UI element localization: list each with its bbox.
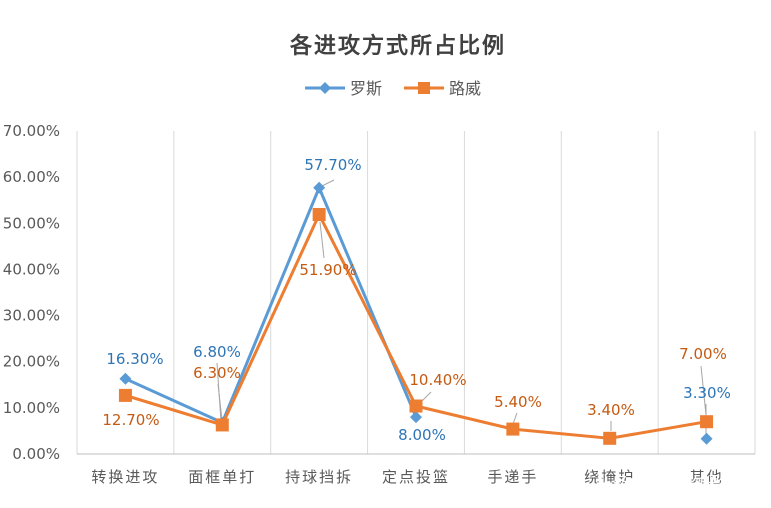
label-leader-line [217,383,223,421]
y-tick-label: 30.00% [3,307,60,325]
data-label-luwei: 6.30% [193,364,241,382]
x-tick-label: 手递手 [487,468,538,486]
data-label-luwei: 3.40% [587,401,635,419]
label-leader-lines [216,179,707,434]
y-tick-label: 10.00% [3,399,60,417]
data-point-luwei [215,418,229,432]
data-point-rose [410,411,422,424]
data-point-rose [119,372,132,385]
x-tick-label: 绕掩护 [584,468,635,486]
data-point-rose [700,432,713,445]
label-leader-line [321,179,335,187]
data-label-luwei: 5.40% [494,393,542,411]
data-point-luwei [603,431,617,445]
y-tick-label: 0.00% [12,445,60,463]
x-tick-label: 定点投篮 [382,468,450,486]
data-point-luwei [312,208,326,222]
data-point-luwei [118,388,132,402]
data-label-luwei: 7.00% [679,345,727,363]
y-tick-label: 60.00% [3,168,60,186]
y-tick-label: 40.00% [3,260,60,278]
data-label-rose: 57.70% [304,156,361,174]
x-tick-label: 持球挡拆 [285,468,353,486]
data-label-rose: 16.30% [106,350,163,368]
legend-item-rose: 罗斯 [305,79,382,98]
data-point-luwei [700,415,714,429]
label-leader-line [319,221,325,259]
legend-label-rose: 罗斯 [350,79,382,98]
data-point-luwei [409,399,423,413]
y-tick-label: 50.00% [3,214,60,232]
series-markers [118,181,714,445]
data-label-luwei: 10.40% [409,371,466,389]
y-tick-label: 70.00% [3,122,60,140]
x-tick-label: 转换进攻 [91,468,159,486]
y-tick-label: 20.00% [3,353,60,371]
x-axis: 转换进攻 面框单打 持球挡拆 定点投篮 手递手 绕掩护 其他 [77,453,755,486]
legend: 罗斯 路威 [305,79,481,98]
legend-item-luwei: 路威 [404,79,481,98]
label-leader-line [700,365,707,416]
legend-label-luwei: 路威 [449,79,481,98]
chart-title: 各进攻方式所占比例 [289,33,506,59]
data-label-rose: 6.80% [193,343,241,361]
x-tick-label: 面框单打 [188,468,256,486]
gridlines [76,131,756,454]
data-point-luwei [506,422,520,436]
series-line-0 [124,186,418,425]
watermark-text: 头条 @运动物语 [596,474,720,494]
y-axis: 0.00% 10.00% 20.00% 30.00% 40.00% 50.00% 60.00… [3,122,60,463]
label-leader-line [512,412,518,425]
data-point-rose [313,181,326,194]
x-tick-label: 其他 [690,468,724,486]
data-label-rose: 3.30% [683,384,731,402]
legend-marker-rose [319,82,331,94]
data-label-luwei: 12.70% [102,411,159,429]
data-label-luwei: 51.90% [299,261,356,279]
legend-marker-luwei [418,82,430,94]
data-label-rose: 8.00% [398,426,446,444]
data-labels: 16.30% 6.80% 57.70% 8.00% 3.30% 12.70% 6.30% 51… [102,156,730,444]
